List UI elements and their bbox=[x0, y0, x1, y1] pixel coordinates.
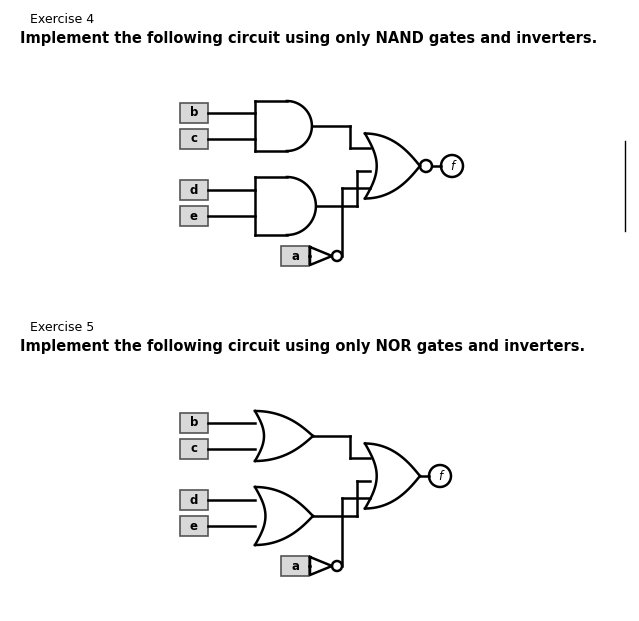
Text: Exercise 4: Exercise 4 bbox=[30, 13, 94, 26]
Bar bbox=[180, 180, 208, 200]
Bar bbox=[180, 490, 208, 510]
Circle shape bbox=[441, 155, 463, 177]
Text: Exercise 5: Exercise 5 bbox=[30, 321, 94, 334]
Text: e: e bbox=[190, 209, 198, 222]
Bar bbox=[180, 206, 208, 226]
Text: a: a bbox=[291, 560, 299, 573]
Text: b: b bbox=[190, 106, 198, 119]
Circle shape bbox=[420, 160, 432, 172]
Text: Implement the following circuit using only NOR gates and inverters.: Implement the following circuit using on… bbox=[20, 339, 585, 354]
Bar bbox=[281, 556, 309, 576]
Circle shape bbox=[429, 465, 451, 487]
Text: a: a bbox=[291, 250, 299, 263]
Circle shape bbox=[332, 251, 342, 261]
Circle shape bbox=[332, 561, 342, 571]
Text: f: f bbox=[438, 469, 442, 483]
Text: d: d bbox=[190, 494, 198, 507]
Bar bbox=[180, 439, 208, 459]
Text: b: b bbox=[190, 417, 198, 430]
Bar bbox=[180, 413, 208, 433]
Bar bbox=[180, 129, 208, 149]
Text: c: c bbox=[190, 443, 197, 455]
Text: Implement the following circuit using only NAND gates and inverters.: Implement the following circuit using on… bbox=[20, 31, 597, 46]
Text: f: f bbox=[450, 160, 454, 173]
Text: e: e bbox=[190, 520, 198, 532]
Text: c: c bbox=[190, 132, 197, 145]
Text: d: d bbox=[190, 183, 198, 196]
Bar bbox=[180, 516, 208, 536]
Bar bbox=[180, 103, 208, 123]
Bar bbox=[281, 246, 309, 266]
